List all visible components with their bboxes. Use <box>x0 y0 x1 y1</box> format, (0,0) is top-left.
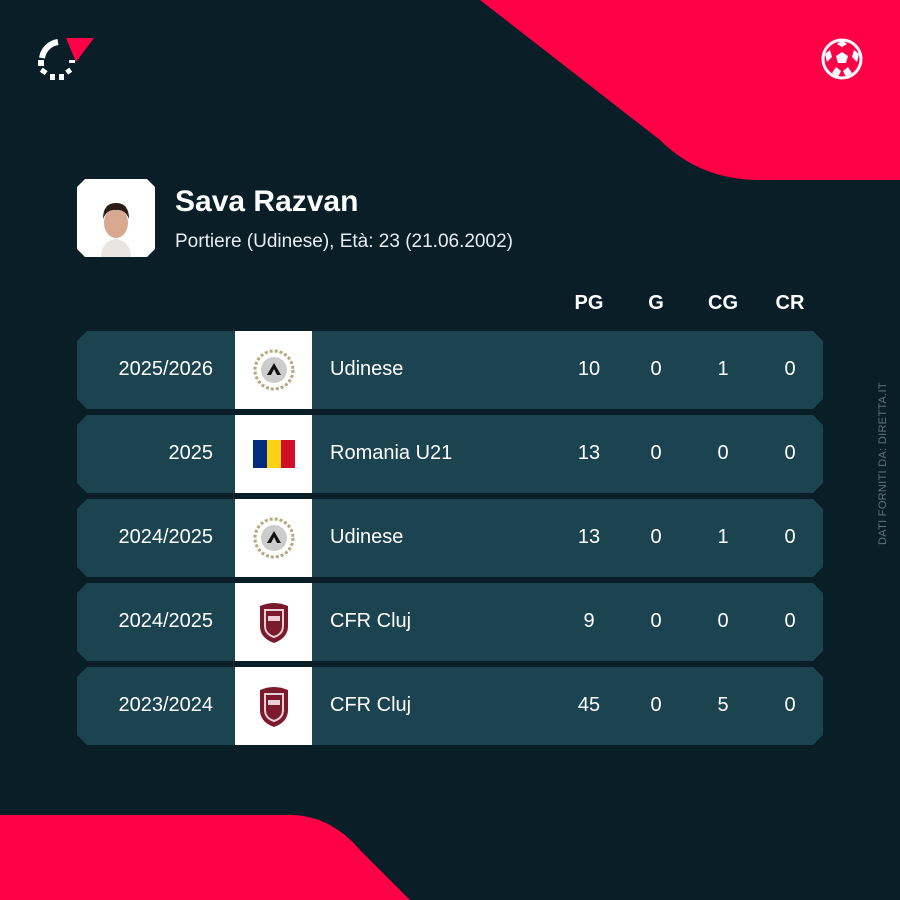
stat-cr: 0 <box>784 358 796 380</box>
stat-cr: 0 <box>784 442 796 464</box>
column-header-cg: CG <box>708 292 738 314</box>
team-name: CFR Cluj <box>330 694 412 716</box>
season: 2025 <box>168 442 214 464</box>
stat-cg: 0 <box>717 610 729 632</box>
flashscore-logo-icon <box>38 38 94 80</box>
table-row: 2024/2025 Udinese 13 0 1 0 <box>77 499 823 577</box>
table-row: 2025 Romania U21 13 0 0 0 <box>77 415 823 493</box>
stat-g: 0 <box>650 358 662 380</box>
table-row: 2023/2024 CFR Cluj 45 0 5 0 <box>77 667 823 745</box>
team-name: CFR Cluj <box>330 610 412 632</box>
column-header-pg: PG <box>574 292 604 314</box>
team-name: Romania U21 <box>330 442 453 464</box>
stat-cr: 0 <box>784 526 796 548</box>
season: 2024/2025 <box>118 526 213 548</box>
stat-pg: 13 <box>577 526 601 548</box>
season: 2024/2025 <box>118 610 213 632</box>
udinese-crest-icon <box>235 499 312 577</box>
stat-cg: 1 <box>717 526 729 548</box>
stat-g: 0 <box>650 442 662 464</box>
player-subtitle: Portiere (Udinese), Età: 23 (21.06.2002) <box>175 231 513 252</box>
stat-cr: 0 <box>784 694 796 716</box>
udinese-crest-icon <box>235 331 312 409</box>
stat-pg: 9 <box>583 610 595 632</box>
season: 2025/2026 <box>118 358 213 380</box>
stat-cr: 0 <box>784 610 796 632</box>
table-row: 2024/2025 CFR Cluj 9 0 0 0 <box>77 583 823 661</box>
stat-cg: 5 <box>717 694 729 716</box>
stat-cg: 0 <box>717 442 729 464</box>
stat-g: 0 <box>650 526 662 548</box>
data-credit: DATI FORNITI DA: DIRETTA.IT <box>877 382 889 545</box>
player-name: Sava Razvan <box>175 185 359 218</box>
team-name: Udinese <box>330 358 404 380</box>
stat-pg: 13 <box>577 442 601 464</box>
season: 2023/2024 <box>118 694 213 716</box>
stat-pg: 10 <box>577 358 601 380</box>
romania-flag-icon <box>235 415 312 493</box>
column-header-g: G <box>648 292 664 314</box>
cfr-cluj-crest-icon <box>235 583 312 661</box>
stat-g: 0 <box>650 694 662 716</box>
stat-cg: 1 <box>717 358 729 380</box>
stat-pg: 45 <box>577 694 601 716</box>
stat-g: 0 <box>650 610 662 632</box>
football-icon <box>821 38 863 80</box>
column-header-cr: CR <box>775 292 805 314</box>
cfr-cluj-crest-icon <box>235 667 312 745</box>
table-row: 2025/2026 Udinese 10 0 1 0 <box>77 331 823 409</box>
player-avatar <box>77 179 155 257</box>
team-name: Udinese <box>330 526 404 548</box>
